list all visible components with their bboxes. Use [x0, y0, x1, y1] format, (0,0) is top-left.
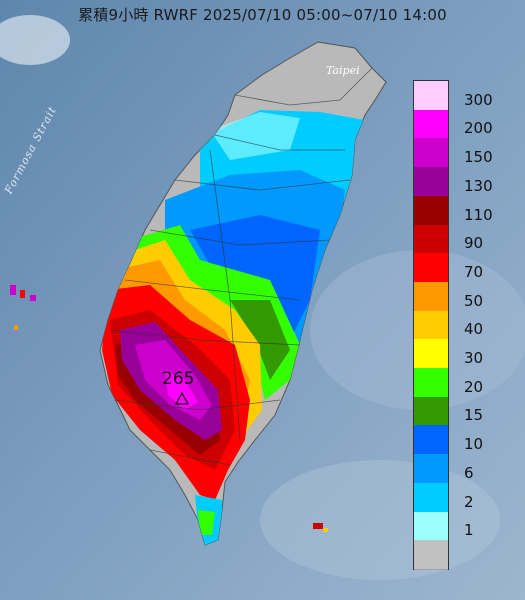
legend-label: 15 — [464, 406, 484, 425]
legend-label: 110 — [464, 205, 493, 224]
max-marker-icon — [174, 391, 190, 405]
max-value-label: 265 — [162, 369, 195, 389]
legend-label: 6 — [464, 463, 474, 482]
legend-label: 150 — [464, 148, 493, 167]
legend-swatch — [414, 368, 448, 398]
legend-swatch — [414, 425, 448, 456]
offshore-echo — [10, 285, 16, 295]
legend-swatch — [414, 167, 448, 197]
legend-label: 30 — [464, 349, 484, 368]
legend-swatch — [414, 454, 448, 484]
legend-label: 70 — [464, 262, 484, 281]
legend-swatch — [414, 195, 448, 226]
legend-swatch — [414, 281, 448, 312]
legend-label: 2 — [464, 492, 474, 511]
legend-swatch — [414, 81, 448, 111]
legend-swatch — [414, 482, 448, 513]
city-label: Taipei — [326, 64, 360, 77]
legend-label: 20 — [464, 377, 484, 396]
offshore-echo — [14, 325, 18, 330]
legend-swatch — [414, 109, 448, 140]
legend-swatch — [414, 253, 448, 283]
legend-label: 10 — [464, 435, 484, 454]
legend-label: 90 — [464, 234, 484, 253]
legend-label: 40 — [464, 320, 484, 339]
legend-label: 130 — [464, 176, 493, 195]
offshore-echo — [323, 528, 328, 532]
legend-label: 50 — [464, 291, 484, 310]
map-title: 累積9小時 RWRF 2025/07/10 05:00~07/10 14:00 — [78, 6, 447, 24]
legend-swatch — [414, 396, 448, 427]
legend-swatch — [414, 339, 448, 370]
legend-swatch — [414, 224, 448, 255]
legend-swatch — [414, 540, 448, 570]
offshore-echo — [30, 295, 36, 301]
offshore-echo — [20, 290, 25, 298]
cloud-mass — [0, 15, 70, 65]
legend-swatch — [414, 310, 448, 341]
legend-swatch — [414, 511, 448, 542]
color-legend — [413, 80, 449, 570]
legend-label: 1 — [464, 521, 474, 540]
rainfall-shading — [102, 110, 365, 545]
legend-swatch — [414, 138, 448, 169]
legend-label: 200 — [464, 119, 493, 138]
offshore-echo — [313, 523, 323, 529]
county-borders — [109, 67, 373, 466]
legend-label: 300 — [464, 90, 493, 109]
